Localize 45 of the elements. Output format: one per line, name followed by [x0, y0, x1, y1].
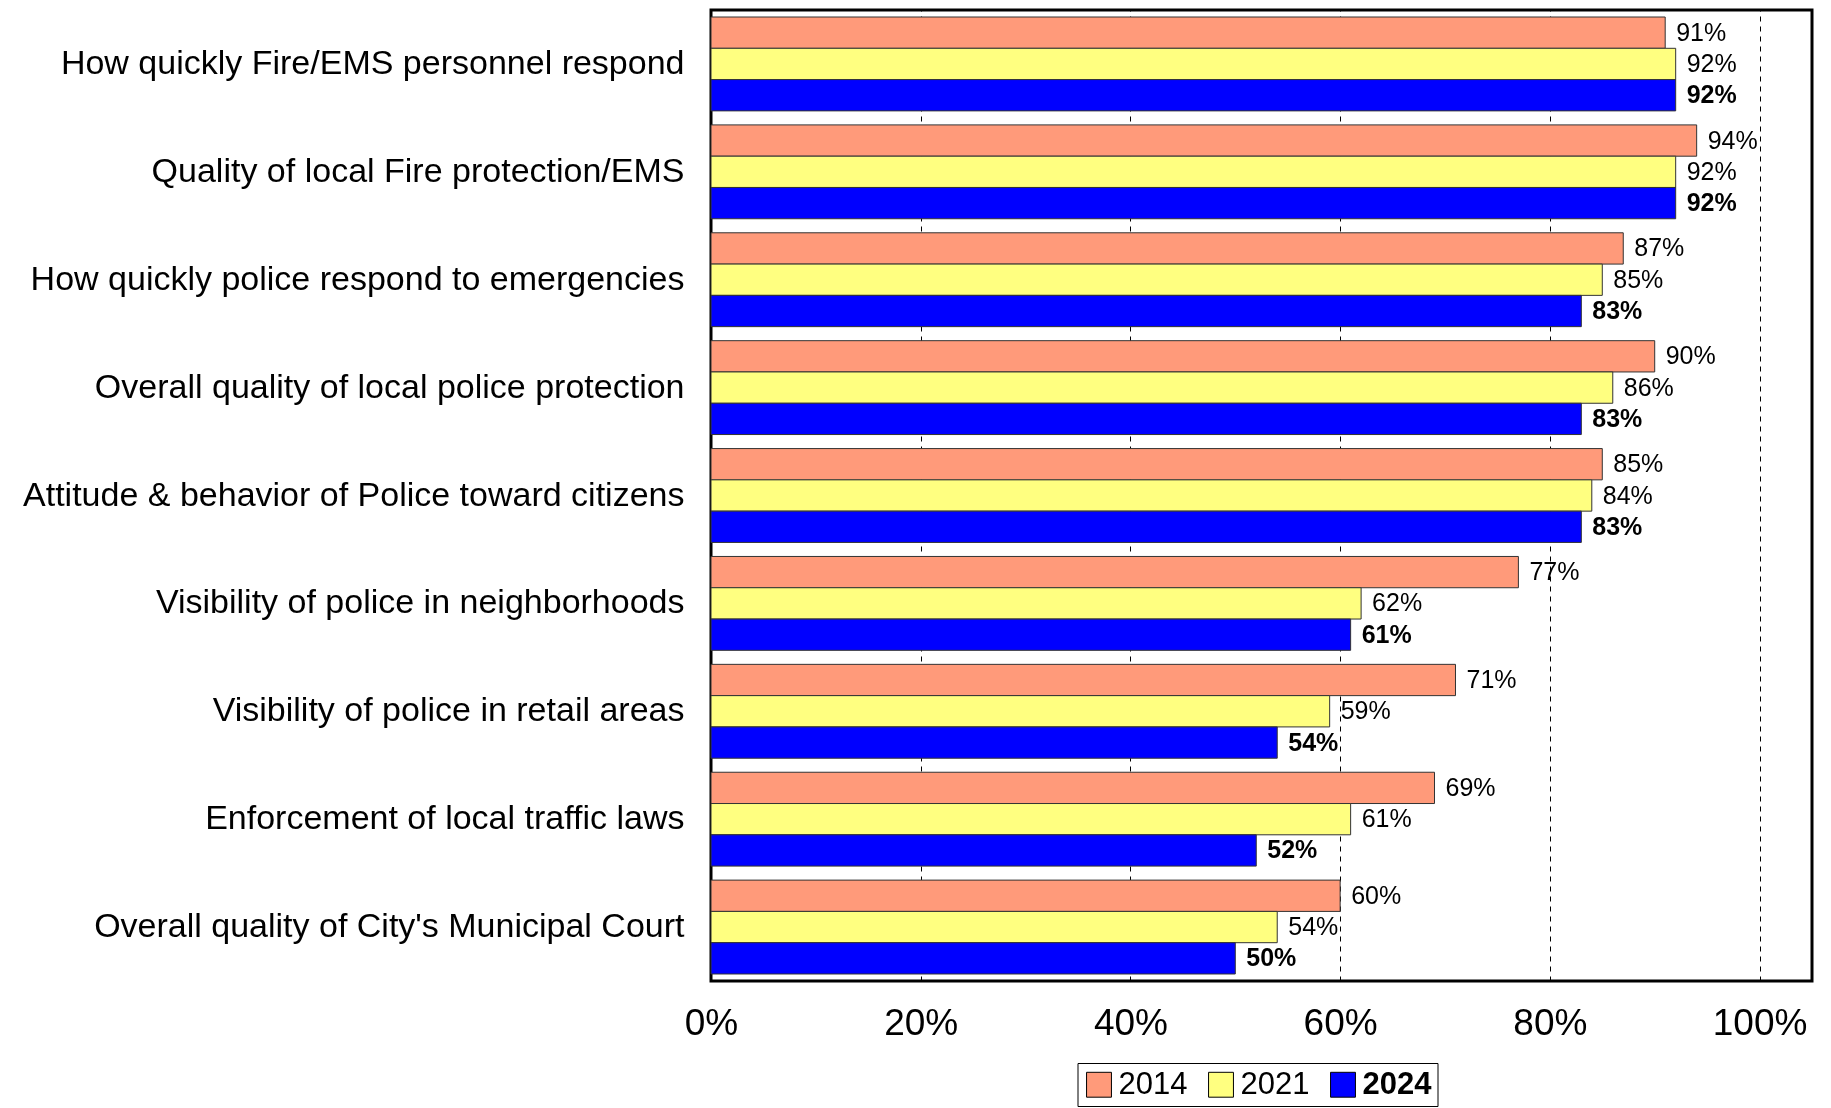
data-label: 83%	[1592, 296, 1643, 325]
y-tick-label: Attitude & behavior of Police toward citizens	[23, 474, 685, 513]
x-tick-label: 40%	[1093, 1001, 1168, 1043]
x-tick-label: 20%	[884, 1001, 959, 1043]
data-label: 90%	[1665, 341, 1716, 370]
y-tick-label: How quickly police respond to emergencies	[30, 258, 685, 297]
data-label: 91%	[1676, 17, 1727, 46]
y-tick-label: Visibility of police in neighborhoods	[155, 582, 685, 621]
data-label: 61%	[1361, 804, 1412, 833]
x-tick-label: 80%	[1513, 1001, 1588, 1043]
legend-label: 2021	[1240, 1065, 1310, 1101]
data-label: 87%	[1634, 233, 1685, 262]
data-label: 94%	[1707, 125, 1758, 154]
data-label: 69%	[1445, 772, 1496, 801]
y-tick-label: Overall quality of local police protection	[94, 366, 685, 405]
data-label: 52%	[1267, 835, 1318, 864]
data-label: 92%	[1686, 80, 1737, 109]
data-label: 54%	[1288, 912, 1339, 941]
data-label: 61%	[1361, 619, 1412, 648]
legend-label: 2014	[1118, 1065, 1188, 1101]
data-label: 83%	[1592, 403, 1643, 432]
data-label: 92%	[1686, 188, 1737, 217]
data-label: 85%	[1613, 449, 1664, 478]
data-label: 77%	[1529, 557, 1580, 586]
y-tick-label: Overall quality of City's Municipal Court	[94, 906, 686, 945]
data-label: 50%	[1246, 943, 1297, 972]
data-label: 92%	[1686, 156, 1737, 185]
x-tick-label: 0%	[684, 1001, 739, 1043]
data-label: 60%	[1351, 880, 1402, 909]
data-label: 86%	[1623, 372, 1674, 401]
data-label: 59%	[1340, 696, 1391, 725]
y-tick-label: Enforcement of local traffic laws	[205, 798, 685, 837]
x-tick-label: 100%	[1712, 1001, 1808, 1043]
legend-label: 2024	[1362, 1065, 1433, 1101]
data-label: 92%	[1686, 48, 1737, 77]
x-tick-label: 60%	[1303, 1001, 1378, 1043]
data-label: 54%	[1288, 727, 1339, 756]
data-label: 83%	[1592, 511, 1643, 540]
data-label: 84%	[1602, 480, 1653, 509]
data-label: 71%	[1466, 664, 1517, 693]
y-tick-label: Quality of local Fire protection/EMS	[151, 150, 685, 189]
y-tick-label: How quickly Fire/EMS personnel respond	[60, 42, 685, 81]
data-label: 62%	[1372, 588, 1423, 617]
y-tick-label: Visibility of police in retail areas	[212, 690, 685, 729]
data-label: 85%	[1613, 264, 1664, 293]
